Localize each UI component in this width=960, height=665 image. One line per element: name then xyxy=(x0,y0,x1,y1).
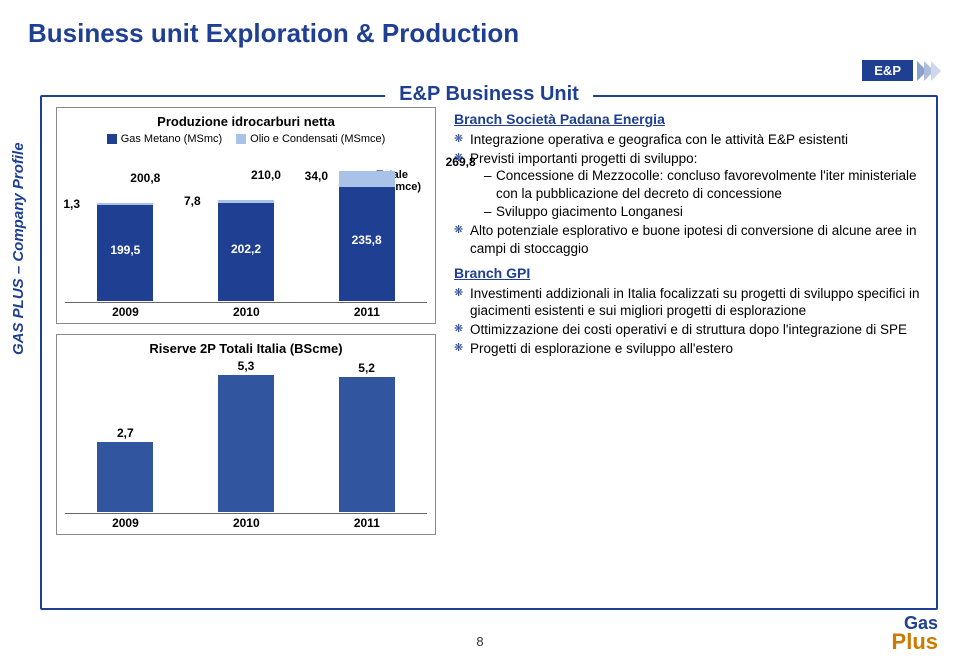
chart1-legend: Gas Metano (MSmc) Olio e Condensati (MSm… xyxy=(65,133,427,145)
branch2-list: Investimenti addizionali in Italia focal… xyxy=(454,285,922,358)
branch1-list: Integrazione operativa e geografica con … xyxy=(454,131,922,257)
bar-value-label: 5,3 xyxy=(238,359,255,373)
chart2-title: Riserve 2P Totali Italia (BScme) xyxy=(65,341,427,356)
legend-label: Olio e Condensati (MSmce) xyxy=(250,133,385,145)
bullet: Previsti importanti progetti di sviluppo… xyxy=(454,150,922,220)
chart1-title: Produzione idrocarburi netta xyxy=(65,114,427,129)
x-axis-label: 2011 xyxy=(354,516,380,530)
bar: 5,3 xyxy=(218,375,274,512)
sidebar-label: GAS PLUS – Company Profile xyxy=(10,142,27,355)
branch1-heading: Branch Società Padana Energia xyxy=(454,111,922,129)
bar-segment-top: 34,0 xyxy=(339,171,395,187)
chart-production: Produzione idrocarburi netta Gas Metano … xyxy=(56,107,436,324)
bar-segment-bottom: 199,5 xyxy=(97,205,153,301)
segment-label: 34,0 xyxy=(305,169,328,183)
branch2-heading: Branch GPI xyxy=(454,265,922,283)
sub-bullet: Sviluppo giacimento Longanesi xyxy=(484,203,922,220)
logo: Gas Plus xyxy=(892,615,938,653)
logo-plus: Plus xyxy=(892,632,938,653)
bar-total-label: 210,0 xyxy=(251,168,281,182)
text-column: Branch Società Padana Energia Integrazio… xyxy=(454,107,922,598)
segment-label: 199,5 xyxy=(110,243,140,257)
bar-segment-bottom: 235,8 xyxy=(339,187,395,301)
segment-label: 7,8 xyxy=(184,194,201,208)
legend-item: Gas Metano (MSmc) xyxy=(107,133,222,145)
bar-total-label: 200,8 xyxy=(130,171,160,185)
sub-bullet: Concessione di Mezzocolle: concluso favo… xyxy=(484,167,922,202)
bullet: Ottimizzazione dei costi operativi e di … xyxy=(454,321,922,338)
slide-title: Business unit Exploration & Production xyxy=(0,0,960,49)
bar-value-label: 5,2 xyxy=(358,361,375,375)
x-axis-label: 2009 xyxy=(112,516,139,530)
bullet: Integrazione operativa e geografica con … xyxy=(454,131,922,148)
x-axis-label: 2010 xyxy=(233,305,260,319)
bar-column: 200,81,3199,5 xyxy=(90,187,160,301)
tag-label: E&P xyxy=(862,60,913,81)
bar-segment-bottom: 202,2 xyxy=(218,203,274,301)
section-header: E&P Business Unit xyxy=(385,83,593,106)
bullet: Investimenti addizionali in Italia focal… xyxy=(454,285,922,320)
chart-riserve: Riserve 2P Totali Italia (BScme) 2,7 5,3 5… xyxy=(56,334,436,535)
charts-column: Produzione idrocarburi netta Gas Metano … xyxy=(56,107,436,598)
bar-column: 210,07,8202,2 xyxy=(211,184,281,301)
bar: 5,2 xyxy=(339,377,395,512)
legend-item: Olio e Condensati (MSmce) xyxy=(236,133,385,145)
bar-column: 269,834,0235,8 xyxy=(332,159,402,301)
x-axis-label: 2011 xyxy=(354,305,380,319)
bullet: Progetti di esplorazione e sviluppo all'… xyxy=(454,340,922,357)
bar-column: 5,2 xyxy=(332,377,402,512)
page-number: 8 xyxy=(476,634,483,649)
segment-label: 235,8 xyxy=(352,233,382,247)
bar-value-label: 2,7 xyxy=(117,426,134,440)
bar-column: 5,3 xyxy=(211,375,281,512)
legend-label: Gas Metano (MSmc) xyxy=(121,133,222,145)
bullet: Alto potenziale esplorativo e buone ipot… xyxy=(454,222,922,257)
segment-label: 202,2 xyxy=(231,242,261,256)
tag-group: E&P xyxy=(862,60,938,81)
x-axis-label: 2010 xyxy=(233,516,260,530)
bar-column: 2,7 xyxy=(90,442,160,512)
bar: 2,7 xyxy=(97,442,153,512)
content-frame: E&P Business Unit Produzione idrocarburi… xyxy=(40,95,938,610)
chevron-icon xyxy=(917,61,938,81)
segment-label: 1,3 xyxy=(63,197,80,211)
x-axis-label: 2009 xyxy=(112,305,139,319)
